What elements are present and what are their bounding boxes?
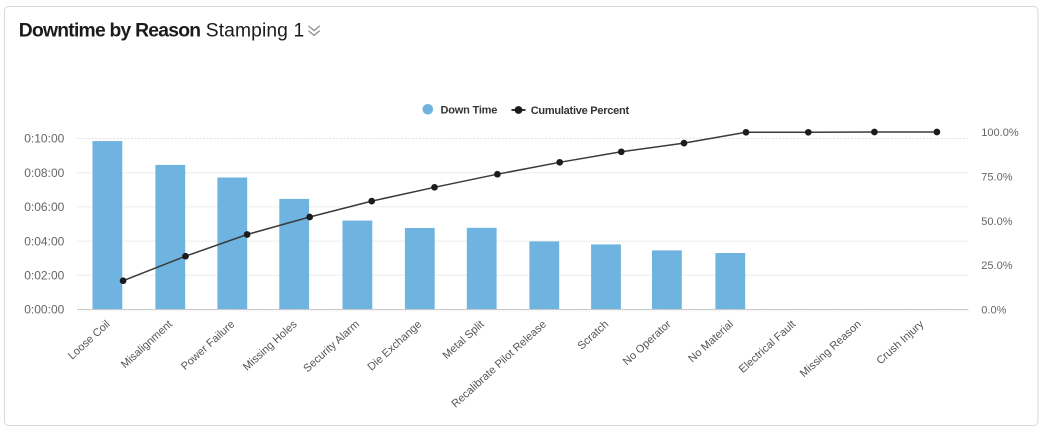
svg-text:0:06:00: 0:06:00 xyxy=(24,200,64,214)
svg-text:50.0%: 50.0% xyxy=(981,216,1012,228)
svg-text:0:04:00: 0:04:00 xyxy=(24,234,64,248)
svg-text:0.0%: 0.0% xyxy=(981,304,1006,316)
svg-text:Cumulative Percent: Cumulative Percent xyxy=(531,105,630,117)
svg-text:75.0%: 75.0% xyxy=(981,171,1012,183)
svg-text:0:02:00: 0:02:00 xyxy=(24,269,64,283)
svg-text:100.0%: 100.0% xyxy=(981,127,1019,139)
svg-text:Downtime by Reason Stamping 1: Downtime by Reason Stamping 1 xyxy=(19,20,305,41)
svg-text:25.0%: 25.0% xyxy=(981,260,1012,272)
svg-text:0:00:00: 0:00:00 xyxy=(24,303,64,317)
svg-text:0:10:00: 0:10:00 xyxy=(24,132,64,146)
svg-text:Down Time: Down Time xyxy=(441,104,498,116)
svg-text:0:08:00: 0:08:00 xyxy=(24,166,64,180)
